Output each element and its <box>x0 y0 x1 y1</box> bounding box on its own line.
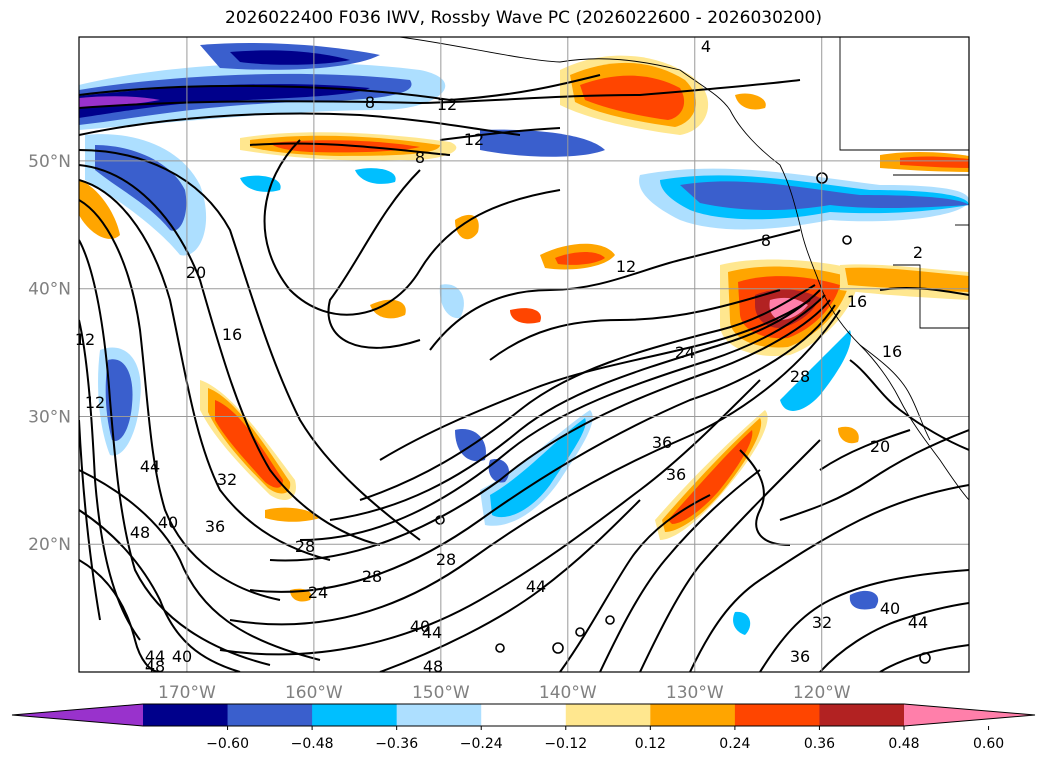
colorbar-outline <box>11 703 1036 727</box>
longitude-tick-label: 170°W <box>158 683 216 703</box>
contour-label: 48 <box>423 657 443 676</box>
contour-label: 40 <box>410 617 430 636</box>
contour-label: 20 <box>870 437 890 456</box>
colorbar-swatch <box>227 704 313 726</box>
coastlines <box>399 37 969 501</box>
contour-label: 28 <box>790 367 810 386</box>
contour-label: 16 <box>222 325 242 344</box>
contour-label: 36 <box>652 433 672 452</box>
contour-label: 16 <box>847 292 867 311</box>
colorbar-swatch <box>143 704 229 726</box>
colorbar-extend-min <box>12 704 143 726</box>
latitude-tick-label: 50°N <box>28 152 71 172</box>
latitude-labels: 50°N 40°N 30°N 20°N <box>28 152 71 555</box>
contour-label: 36 <box>666 465 686 484</box>
contour-label: 16 <box>882 342 902 361</box>
colorbar-swatch <box>650 704 736 726</box>
contour-label: 12 <box>75 330 95 349</box>
colorbar-tick-label: 0.60 <box>973 736 1004 752</box>
contour-label: 40 <box>880 599 900 618</box>
colorbar-extend-max <box>904 704 1035 726</box>
contour-label: 24 <box>675 343 695 362</box>
contour-label: 24 <box>308 583 328 602</box>
colorbar-tick-label: −0.24 <box>460 736 503 752</box>
contour-label: 44 <box>908 613 928 632</box>
longitude-tick-label: 130°W <box>666 683 724 703</box>
contour-label: 44 <box>422 623 442 642</box>
colorbar-tick-label: −0.12 <box>544 736 587 752</box>
longitude-labels: 170°W 160°W 150°W 140°W 130°W 120°W <box>158 683 851 703</box>
gridlines <box>79 37 969 672</box>
contour-label: 32 <box>812 613 832 632</box>
contour-label: 20 <box>186 263 206 282</box>
contour-label: 12 <box>437 95 457 114</box>
colorbar-tick-label: 0.12 <box>635 736 666 752</box>
colorbar-tick-label: 0.24 <box>719 736 750 752</box>
colorbar-swatch <box>481 704 567 726</box>
contour-label: 12 <box>616 257 636 276</box>
small-contours <box>435 172 931 664</box>
contour-label: 12 <box>464 130 484 149</box>
contour-label: 2 <box>913 243 923 262</box>
contour-label: 12 <box>85 393 105 412</box>
contour-label: 44 <box>526 577 546 596</box>
colorbar-swatch <box>565 704 651 726</box>
contour-label: 44 <box>140 457 160 476</box>
map-frame <box>78 36 970 673</box>
contour-label: 44 <box>145 647 165 666</box>
longitude-tick-label: 150°W <box>412 683 470 703</box>
latitude-tick-label: 40°N <box>28 280 71 300</box>
longitude-tick-label: 120°W <box>793 683 851 703</box>
colorbar-swatch <box>819 704 905 726</box>
contour-label: 28 <box>436 550 456 569</box>
contour-label: 4 <box>701 37 711 56</box>
latitude-tick-label: 30°N <box>28 407 71 427</box>
colorbar-swatch <box>734 704 820 726</box>
colorbar: −0.60 −0.48 −0.36 −0.24 −0.12 0.12 0.24 0.36 0.4… <box>11 703 1036 752</box>
colorbar-tick-label: −0.36 <box>375 736 418 752</box>
longitude-tick-label: 160°W <box>285 683 343 703</box>
colorbar-tick-label: 0.48 <box>888 736 919 752</box>
colorbar-tick-label: −0.60 <box>206 736 249 752</box>
contour-label: 8 <box>365 93 375 112</box>
colorbar-tick-label: −0.48 <box>291 736 334 752</box>
latitude-tick-label: 20°N <box>28 535 71 555</box>
contour-label: 8 <box>415 148 425 167</box>
contour-label: 8 <box>761 231 771 250</box>
contour-label: 28 <box>362 567 382 586</box>
contour-label: 48 <box>145 657 165 676</box>
contour-label: 40 <box>158 513 178 532</box>
colorbar-swatch <box>312 704 398 726</box>
contour-label: 36 <box>205 517 225 536</box>
map-title: 2026022400 F036 IWV, Rossby Wave PC (202… <box>225 8 822 28</box>
contour-label: 40 <box>172 647 192 666</box>
map-content <box>79 37 969 672</box>
contour-label: 32 <box>217 470 237 489</box>
contour-label: 36 <box>790 647 810 666</box>
longitude-tick-label: 140°W <box>539 683 597 703</box>
shaded-negative-regions <box>79 43 969 635</box>
colorbar-swatch <box>396 704 482 726</box>
colorbar-tick-label: 0.36 <box>804 736 835 752</box>
contour-label: 48 <box>130 523 150 542</box>
contour-label: 28 <box>295 537 315 556</box>
